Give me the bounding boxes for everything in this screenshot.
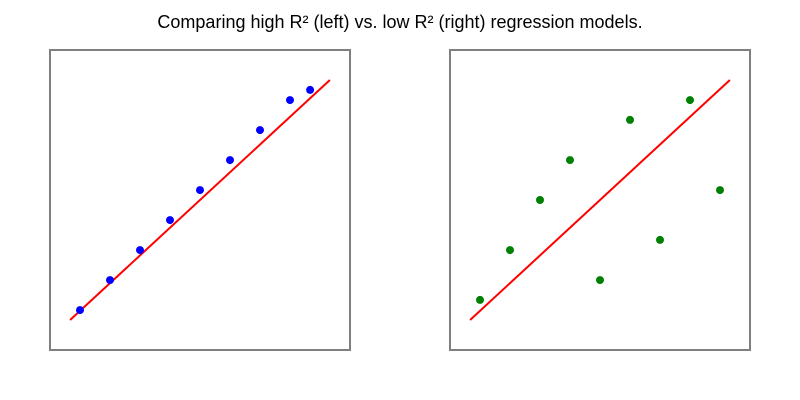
data-point: [76, 306, 84, 315]
data-point: [596, 276, 604, 285]
data-point: [226, 156, 234, 165]
data-point: [136, 246, 144, 255]
data-point: [626, 115, 634, 124]
chart-title: Comparing high R² (left) vs. low R² (rig…: [157, 12, 643, 32]
data-point: [166, 216, 174, 225]
right-scatter-plot: [449, 49, 751, 351]
data-point: [656, 235, 664, 244]
data-point: [566, 156, 574, 165]
data-point: [476, 295, 484, 304]
data-point: [506, 246, 514, 255]
plot-frame: [449, 49, 751, 351]
data-point: [106, 276, 114, 285]
data-point: [286, 96, 294, 105]
data-point: [716, 186, 724, 195]
data-point: [196, 186, 204, 195]
data-point: [536, 196, 544, 204]
regression-line: [469, 79, 731, 321]
plot-frame: [49, 49, 351, 351]
regression-line: [69, 79, 331, 321]
data-point: [686, 96, 694, 105]
data-point: [306, 85, 315, 94]
left-scatter-plot: [49, 49, 351, 351]
data-point: [256, 126, 264, 135]
